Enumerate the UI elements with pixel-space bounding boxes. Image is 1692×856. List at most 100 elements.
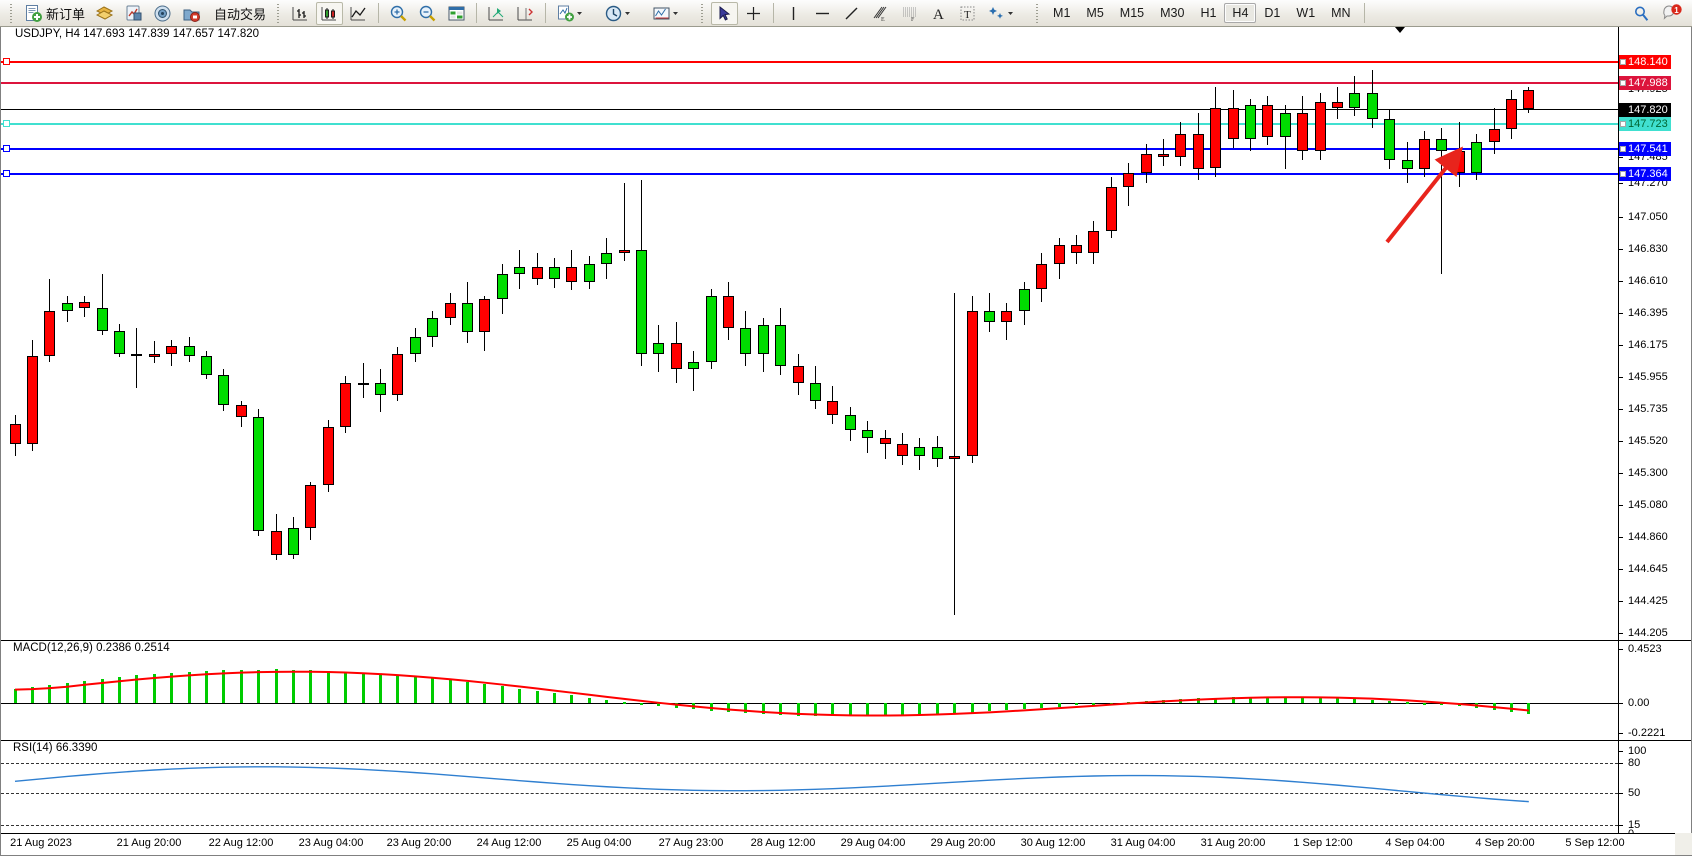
text-button[interactable]: A <box>925 2 952 25</box>
price-tag-147-541[interactable]: 147.541 <box>1619 142 1671 156</box>
rsi-tick-50: 50 <box>1619 787 1640 799</box>
timeframe-mn[interactable]: MN <box>1331 6 1351 20</box>
macd-histogram-bar <box>1405 701 1409 704</box>
timeframe-m15[interactable]: M15 <box>1119 6 1145 20</box>
price-tag-147-723[interactable]: 147.723 <box>1619 117 1671 131</box>
timeframe-h1[interactable]: H1 <box>1200 6 1217 20</box>
chevron-down-icon[interactable] <box>575 4 594 23</box>
toolbar-grip-4[interactable] <box>1034 3 1042 23</box>
chart-canvas[interactable]: USDJPY, H4 147.693 147.839 147.657 147.8… <box>0 27 1692 856</box>
bar-chart-button[interactable] <box>287 2 314 25</box>
market-watch-button[interactable] <box>120 2 147 25</box>
shapes-button[interactable] <box>983 2 1029 25</box>
navigator-button[interactable] <box>149 2 176 25</box>
rsi-line-layer <box>14 766 1529 803</box>
toolbar-grip-1[interactable] <box>8 3 15 23</box>
rsi-pane[interactable]: RSI(14) 66.3390 100 80 50 15 0 <box>1 740 1691 834</box>
auto-trading-button[interactable]: 自动交易 <box>207 2 270 25</box>
level-line-147-988[interactable] <box>1 82 1618 84</box>
profiles-button[interactable] <box>91 2 118 25</box>
macd-histogram-bar <box>48 684 52 703</box>
zoom-in-icon <box>389 4 408 23</box>
zoom-out-button[interactable] <box>414 2 441 25</box>
timeframe-h4[interactable]: H4 <box>1224 3 1257 23</box>
level-line-147-364[interactable] <box>1 173 1618 175</box>
search-button[interactable] <box>1628 2 1655 25</box>
macd-histogram-bar <box>500 686 504 703</box>
chevron-down-icon[interactable] <box>623 4 642 23</box>
candle <box>1088 27 1100 640</box>
object-anchor-147-723[interactable] <box>3 120 10 127</box>
price-tag-147-988[interactable]: 147.988 <box>1619 76 1671 90</box>
templates-button[interactable] <box>648 2 694 25</box>
price-pane[interactable]: USDJPY, H4 147.693 147.839 147.657 147.8… <box>1 27 1691 640</box>
indicators-button[interactable] <box>552 2 598 25</box>
vertical-line-button[interactable] <box>780 2 807 25</box>
price-tag-147-820[interactable]: 147.820 <box>1619 103 1671 117</box>
macd-histogram-bar <box>535 690 539 703</box>
timeframe-m30[interactable]: M30 <box>1160 6 1185 20</box>
candle <box>740 27 752 640</box>
line-chart-button[interactable] <box>345 2 372 25</box>
level-line-147-820[interactable] <box>1 109 1618 110</box>
terminal-button[interactable] <box>178 2 205 25</box>
macd-histogram-bar <box>413 676 417 703</box>
candle <box>862 27 874 640</box>
crosshair-button[interactable] <box>740 2 767 25</box>
candlestick-chart-button[interactable] <box>316 1 344 25</box>
chevron-down-icon[interactable] <box>671 4 690 23</box>
macd-histogram-bar <box>257 669 261 703</box>
candle <box>548 27 560 640</box>
macd-label: MACD(12,26,9) 0.2386 0.2514 <box>13 642 170 654</box>
timeframe-m1[interactable]: M1 <box>1053 6 1071 20</box>
price-tag-147-364[interactable]: 147.364 <box>1619 167 1671 181</box>
macd-histogram-bar <box>918 703 922 716</box>
level-line-147-541[interactable] <box>1 148 1618 150</box>
new-order-label: 新订单 <box>46 6 86 22</box>
price-tag-148-140[interactable]: 148.140 <box>1619 55 1671 69</box>
channel-icon: F <box>900 4 919 23</box>
pane-collapse-marker[interactable] <box>1395 27 1405 33</box>
time-axis[interactable]: 21 Aug 2023 21 Aug 20:00 22 Aug 12:00 23 Au… <box>1 833 1692 855</box>
timeframe-d1[interactable]: D1 <box>1264 6 1281 20</box>
zoom-in-button[interactable] <box>385 2 412 25</box>
timeframe-w1[interactable]: W1 <box>1296 6 1316 20</box>
data-window-button[interactable] <box>443 2 470 25</box>
cursor-button[interactable] <box>711 1 739 25</box>
candle <box>1053 27 1065 640</box>
shift-chart-button[interactable] <box>483 2 510 25</box>
chevron-down-icon[interactable] <box>1006 4 1025 23</box>
period-button[interactable] <box>600 2 646 25</box>
level-line-147-723[interactable] <box>1 123 1618 125</box>
new-order-button[interactable]: 新订单 <box>20 2 89 25</box>
object-anchor-147-541[interactable] <box>3 145 10 152</box>
trendline-button[interactable] <box>838 2 865 25</box>
macd-histogram-bar <box>1457 703 1461 707</box>
candle <box>1401 27 1413 640</box>
price-tick: 144.425 <box>1619 595 1668 607</box>
macd-pane[interactable]: MACD(12,26,9) 0.2386 0.2514 0.4523 0.00 … <box>1 640 1691 740</box>
macd-tick-zero: 0.00 <box>1619 697 1649 709</box>
object-anchor-147-364[interactable] <box>3 170 10 177</box>
time-axis-label: 21 Aug 2023 <box>10 837 72 849</box>
macd-histogram-bar <box>1266 696 1270 703</box>
text-label-button[interactable]: T <box>954 2 981 25</box>
bar-chart-icon <box>291 4 310 23</box>
horizontal-line-button[interactable] <box>809 2 836 25</box>
macd-histogram-bar <box>831 703 835 717</box>
notifications-button[interactable]: 1 <box>1657 2 1687 25</box>
auto-scroll-button[interactable] <box>512 2 539 25</box>
macd-histogram-bar <box>1144 700 1148 703</box>
macd-histogram-bar <box>657 703 661 706</box>
candlestick-chart-icon <box>320 4 339 23</box>
level-line-148-140[interactable] <box>1 61 1618 63</box>
channel-button[interactable]: F <box>896 2 923 25</box>
timeframe-m5[interactable]: M5 <box>1086 6 1104 20</box>
candle <box>461 27 473 640</box>
toolbar-grip-3[interactable] <box>699 3 707 23</box>
object-anchor-148-140[interactable] <box>3 58 10 65</box>
chart-header-label: USDJPY, H4 147.693 147.839 147.657 147.8… <box>15 28 260 40</box>
fibonacci-button[interactable]: E <box>867 2 894 25</box>
toolbar-grip-2[interactable] <box>275 3 283 23</box>
candle <box>166 27 178 640</box>
